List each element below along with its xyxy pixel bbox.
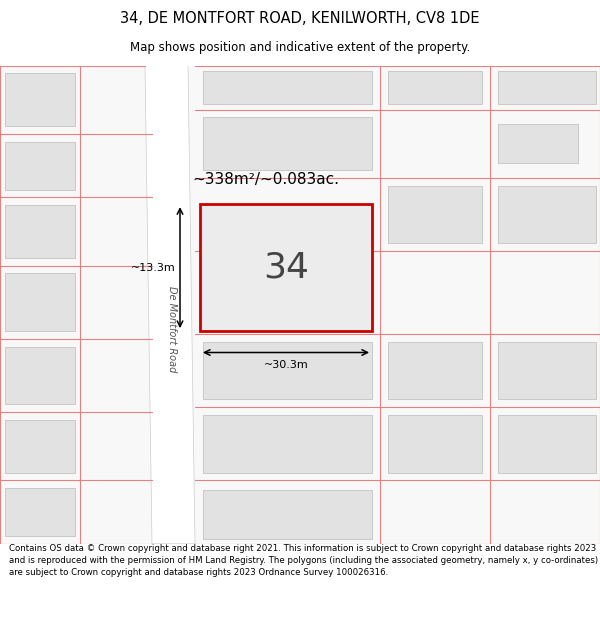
Text: Map shows position and indicative extent of the property.: Map shows position and indicative extent… (130, 41, 470, 54)
Bar (498, 342, 596, 399)
Bar (5, 347, 75, 404)
Text: 34: 34 (263, 251, 309, 284)
Bar (498, 186, 596, 243)
Bar (203, 71, 372, 104)
Bar (203, 415, 372, 472)
Polygon shape (145, 66, 195, 544)
Text: Contains OS data © Crown copyright and database right 2021. This information is : Contains OS data © Crown copyright and d… (9, 544, 598, 577)
Bar (498, 71, 596, 104)
Bar (203, 490, 372, 539)
Bar (5, 73, 75, 126)
Bar (5, 205, 75, 258)
Bar (498, 124, 578, 163)
Bar (5, 488, 75, 536)
Text: ~13.3m: ~13.3m (131, 262, 176, 272)
Bar (5, 274, 75, 331)
Bar (200, 204, 372, 331)
Bar (498, 415, 596, 472)
Bar (388, 342, 482, 399)
Text: De Montfort Road: De Montfort Road (167, 286, 177, 372)
Text: ~30.3m: ~30.3m (263, 360, 308, 370)
Bar (5, 142, 75, 189)
Bar (388, 186, 482, 243)
Text: ~338m²/~0.083ac.: ~338m²/~0.083ac. (193, 172, 340, 187)
Bar (388, 71, 482, 104)
Bar (5, 420, 75, 472)
Bar (388, 415, 482, 472)
Bar (203, 118, 372, 170)
Bar (203, 342, 372, 399)
Text: 34, DE MONTFORT ROAD, KENILWORTH, CV8 1DE: 34, DE MONTFORT ROAD, KENILWORTH, CV8 1D… (120, 11, 480, 26)
